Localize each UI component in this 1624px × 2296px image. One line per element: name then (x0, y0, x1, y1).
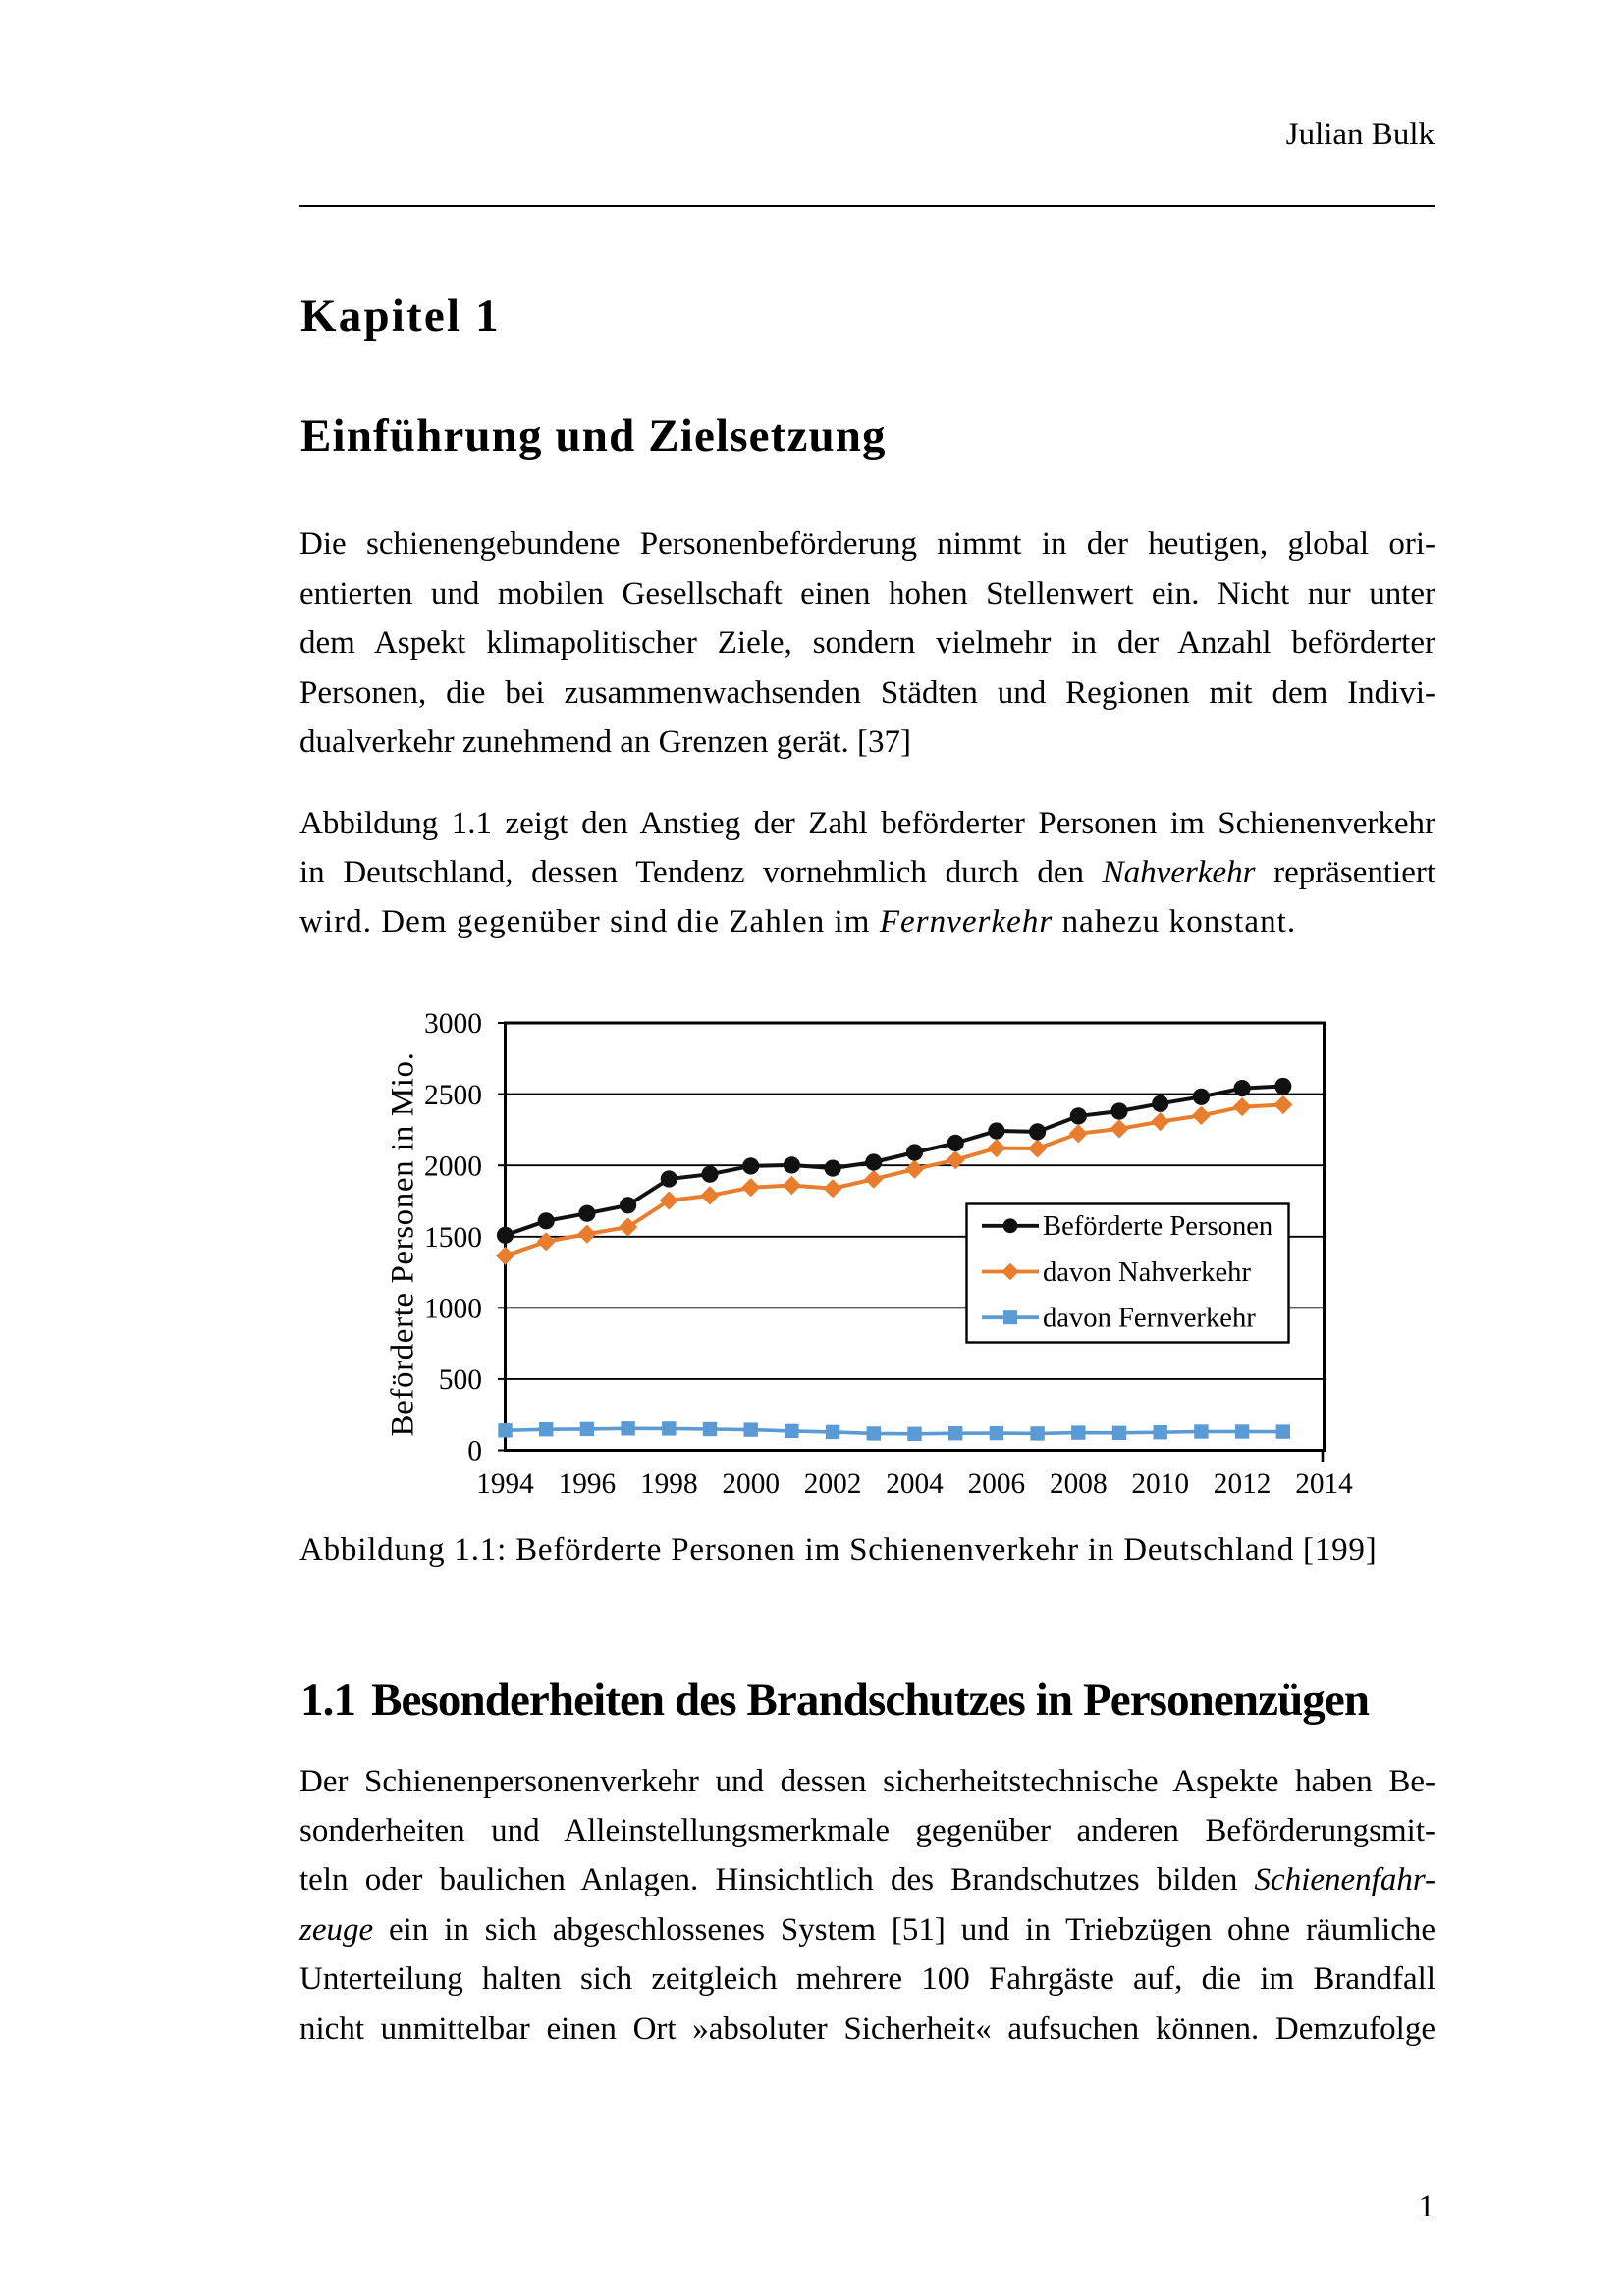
svg-text:3000: 3000 (424, 1008, 482, 1040)
svg-text:2000: 2000 (722, 1468, 780, 1500)
svg-text:2000: 2000 (424, 1150, 482, 1182)
svg-text:davon Fernverkehr: davon Fernverkehr (1043, 1304, 1256, 1334)
svg-text:1000: 1000 (424, 1294, 482, 1325)
svg-text:1996: 1996 (559, 1468, 617, 1500)
svg-text:1500: 1500 (424, 1222, 482, 1254)
svg-text:2004: 2004 (886, 1468, 944, 1500)
svg-text:Beförderte Personen: Beförderte Personen (1043, 1211, 1272, 1242)
svg-text:2010: 2010 (1131, 1468, 1189, 1500)
svg-text:1998: 1998 (640, 1468, 698, 1500)
svg-text:2500: 2500 (424, 1080, 482, 1111)
svg-text:davon Nahverkehr: davon Nahverkehr (1043, 1257, 1251, 1288)
svg-text:2014: 2014 (1295, 1468, 1353, 1500)
svg-text:2006: 2006 (968, 1468, 1026, 1500)
svg-text:1994: 1994 (476, 1468, 534, 1500)
svg-text:500: 500 (439, 1364, 482, 1396)
svg-text:Beförderte Personen in Mio.: Beförderte Personen in Mio. (386, 1052, 421, 1437)
svg-text:2008: 2008 (1050, 1468, 1108, 1500)
svg-text:2012: 2012 (1214, 1468, 1272, 1500)
svg-text:2002: 2002 (804, 1468, 862, 1500)
svg-text:0: 0 (467, 1436, 482, 1468)
